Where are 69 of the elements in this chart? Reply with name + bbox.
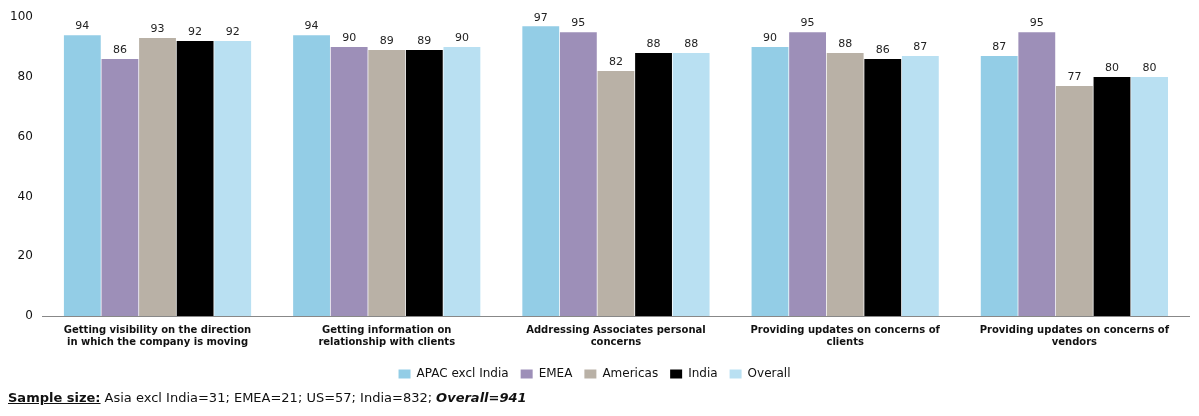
data-label: 77 (1067, 70, 1082, 84)
y-tick-label: 40 (17, 188, 33, 203)
data-label: 88 (684, 37, 699, 51)
bar (139, 38, 176, 316)
data-label: 87 (913, 40, 928, 54)
data-label: 88 (838, 37, 853, 51)
bar (101, 59, 139, 316)
bar (864, 59, 902, 316)
bar (635, 53, 672, 316)
data-label: 87 (992, 40, 1007, 54)
data-label: 94 (75, 19, 90, 33)
data-label: 97 (533, 10, 548, 24)
legend-label: EMEA (538, 366, 574, 381)
legend-label: APAC excl India (416, 366, 509, 381)
x-tick-label: Addressing Associates personal concerns (526, 323, 706, 347)
bar (789, 32, 826, 316)
data-label: 90 (762, 31, 777, 45)
data-label: 92 (188, 25, 203, 39)
bar (901, 56, 939, 316)
bar (214, 41, 252, 316)
bar (63, 35, 101, 316)
bar (1131, 76, 1168, 316)
text: Sample size: (8, 390, 101, 405)
text: Overall=941 (436, 390, 527, 405)
text: Asia excl India=31; EMEA=21; US=57; India=832; (104, 390, 433, 405)
bar (330, 47, 368, 316)
data-label: 95 (800, 16, 815, 30)
bar (980, 56, 1018, 316)
y-tick-label: 60 (17, 128, 33, 143)
bar (1018, 32, 1056, 316)
bar (522, 26, 560, 316)
data-label: 90 (342, 31, 357, 45)
data-label: 86 (875, 43, 890, 57)
data-label: 89 (379, 34, 394, 48)
x-tick-label: Providing updates on concerns of vendors (979, 323, 1170, 347)
x-tick-label: Getting information on relationship with clients (318, 323, 456, 347)
y-tick-label: 100 (10, 9, 33, 24)
bar (672, 53, 710, 316)
y-tick-label: 80 (17, 69, 33, 84)
data-label: 95 (571, 16, 586, 30)
bar (1055, 85, 1093, 316)
bar (826, 53, 864, 316)
bar (443, 47, 481, 316)
bar (1093, 76, 1131, 316)
data-label: 95 (1029, 16, 1044, 30)
bar (405, 50, 443, 316)
bar (176, 41, 214, 316)
y-tick-label: 20 (17, 248, 33, 263)
data-label: 86 (112, 43, 127, 57)
bar (293, 35, 330, 316)
x-tick-label: Providing updates on concerns of clients (750, 323, 941, 347)
data-label: 80 (1142, 61, 1157, 75)
legend-label: Americas (602, 366, 659, 381)
data-label: 90 (454, 31, 469, 45)
x-tick-label: Getting visibility on the direction in which the company is moving (63, 323, 252, 347)
bar (751, 47, 789, 316)
data-label: 88 (646, 37, 661, 51)
legend-label: India (688, 366, 718, 381)
data-label: 92 (225, 25, 240, 39)
bar (597, 70, 635, 316)
bar (559, 32, 597, 316)
data-label: 94 (304, 19, 319, 33)
y-tick-label: 0 (25, 308, 33, 323)
data-label: 93 (150, 22, 165, 36)
data-label: 80 (1104, 61, 1119, 75)
data-label: 89 (417, 34, 432, 48)
legend-label: Overall (747, 366, 791, 381)
data-label: 82 (608, 55, 623, 69)
bar (368, 50, 406, 316)
